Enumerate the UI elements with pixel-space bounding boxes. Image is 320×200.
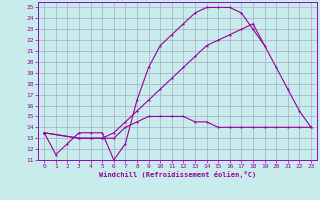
X-axis label: Windchill (Refroidissement éolien,°C): Windchill (Refroidissement éolien,°C)	[99, 171, 256, 178]
